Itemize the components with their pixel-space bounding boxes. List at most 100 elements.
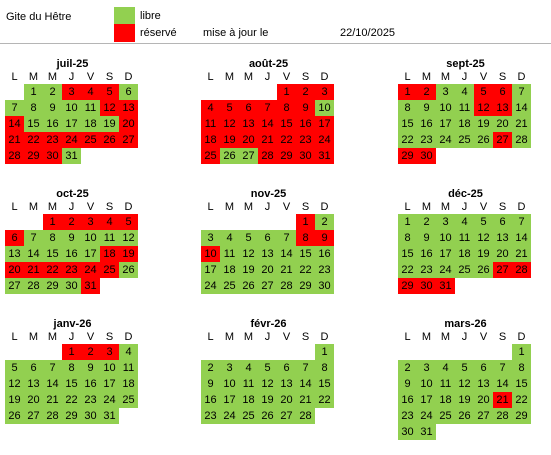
weekday-label: D: [320, 331, 329, 343]
day-cell-booked: 30: [43, 148, 62, 164]
day-cell-free: 11: [81, 100, 100, 116]
day-cell-free: 19: [474, 116, 493, 132]
day-cell-free: 22: [512, 392, 531, 408]
day-cell-free: 9: [201, 376, 220, 392]
day-cell-booked: 30: [417, 148, 436, 164]
day-cell-free: 20: [493, 116, 512, 132]
day-cell-free: 18: [81, 116, 100, 132]
day-cell-free: 10: [436, 230, 455, 246]
day-cell-booked: 23: [62, 262, 81, 278]
day-cell-booked: 10: [201, 246, 220, 262]
day-cell-free: 17: [417, 392, 436, 408]
day-cell-free: 6: [258, 230, 277, 246]
day-cell-free: 23: [81, 392, 100, 408]
day-cell-free: 8: [398, 230, 417, 246]
day-cell-free: 22: [62, 392, 81, 408]
weekday-label: M: [28, 331, 39, 343]
month-nov-25: nov-25 L M M J V S D 1 2 3 4 5 6 7 8 9 10 11 12 13 14 15 16 17 18…: [201, 187, 336, 294]
day-cell-free: 14: [512, 100, 531, 116]
day-cell-free: 12: [239, 246, 258, 262]
weekday-label: M: [47, 331, 58, 343]
month-title: nov-25: [250, 188, 287, 200]
day-cell-free: 19: [455, 392, 474, 408]
day-cell-free: 25: [119, 392, 138, 408]
month-janv-26: janv-26 L M M J V S D 1 2 3 4 5 6 7 8 9 10 11 12 13 14 15 16 17 1…: [5, 317, 140, 424]
day-cell-booked: 6: [493, 84, 512, 100]
day-cell-free: 25: [436, 408, 455, 424]
day-cell-free: 10: [220, 376, 239, 392]
day-cell-booked: 3: [315, 84, 334, 100]
day-cell-free: 19: [474, 246, 493, 262]
day-cell-booked: 8: [277, 100, 296, 116]
day-cell-booked: 21: [24, 262, 43, 278]
day-cell-booked: 29: [398, 148, 417, 164]
day-cell-booked: 1: [398, 84, 417, 100]
day-cell-booked: 11: [201, 116, 220, 132]
day-cell-free: 23: [315, 262, 334, 278]
day-cell-booked: 6: [239, 100, 258, 116]
day-cell-booked: 24: [81, 262, 100, 278]
month-title: févr-26: [250, 318, 287, 330]
day-cell-free: 15: [296, 246, 315, 262]
weekday-label: M: [224, 201, 235, 213]
day-cell-booked: 19: [220, 132, 239, 148]
day-cell-free: 22: [315, 392, 334, 408]
weekday-label: M: [47, 201, 58, 213]
weekday-label: V: [479, 331, 488, 343]
day-cell-free: 26: [474, 132, 493, 148]
weekday-label: J: [68, 331, 75, 343]
weekday-label: M: [47, 71, 58, 83]
day-cell-free: 12: [455, 376, 474, 392]
day-cell-booked: 25: [201, 148, 220, 164]
weekday-label: V: [282, 201, 291, 213]
day-cell-free: 13: [5, 246, 24, 262]
weekday-label: J: [461, 201, 468, 213]
day-cell-free: 27: [239, 148, 258, 164]
day-cell-booked: 2: [417, 84, 436, 100]
day-cell-free: 30: [315, 278, 334, 294]
day-cell-booked: 1: [62, 344, 81, 360]
weekday-label: D: [320, 71, 329, 83]
day-cell-free: 14: [43, 376, 62, 392]
day-cell-free: 30: [62, 278, 81, 294]
weekday-label: D: [517, 201, 526, 213]
day-cell-free: 5: [455, 360, 474, 376]
day-cell-free: 25: [455, 132, 474, 148]
month-title: juil-25: [56, 58, 89, 70]
day-cell-free: 31: [100, 408, 119, 424]
day-cell-booked: 28: [258, 148, 277, 164]
day-cell-free: 15: [315, 376, 334, 392]
day-cell-booked: 22: [277, 132, 296, 148]
day-cell-free: 5: [5, 360, 24, 376]
day-cell-free: 14: [512, 230, 531, 246]
weekday-label: L: [207, 201, 214, 213]
day-cell-free: 30: [398, 424, 417, 440]
day-cell-free: 27: [277, 408, 296, 424]
day-cell-free: 12: [258, 376, 277, 392]
day-cell-booked: 17: [315, 116, 334, 132]
day-cell-free: 15: [24, 116, 43, 132]
day-cell-free: 26: [5, 408, 24, 424]
weekday-label: M: [440, 331, 451, 343]
day-cell-free: 21: [512, 116, 531, 132]
day-cell-free: 13: [277, 376, 296, 392]
day-cell-free: 31: [62, 148, 81, 164]
day-cell-free: 26: [239, 278, 258, 294]
day-cell-booked: 29: [24, 148, 43, 164]
day-cell-booked: 13: [239, 116, 258, 132]
day-cell-free: 29: [62, 408, 81, 424]
weekday-label: L: [207, 331, 214, 343]
day-cell-free: 11: [455, 230, 474, 246]
day-cell-booked: 5: [119, 214, 138, 230]
day-cell-free: 10: [315, 100, 334, 116]
day-cell-free: 27: [258, 278, 277, 294]
day-cell-free: 5: [239, 230, 258, 246]
day-cell-free: 28: [24, 278, 43, 294]
day-cell-booked: 1: [43, 214, 62, 230]
day-cell-booked: 23: [296, 132, 315, 148]
day-grid: 1 2 3 4 5 6 7 8 9 10 11 12 13 14 15 16 17 18 19 20 21 22 23 24 2…: [398, 344, 533, 440]
day-cell-booked: 22: [24, 132, 43, 148]
weekday-label: S: [301, 201, 310, 213]
